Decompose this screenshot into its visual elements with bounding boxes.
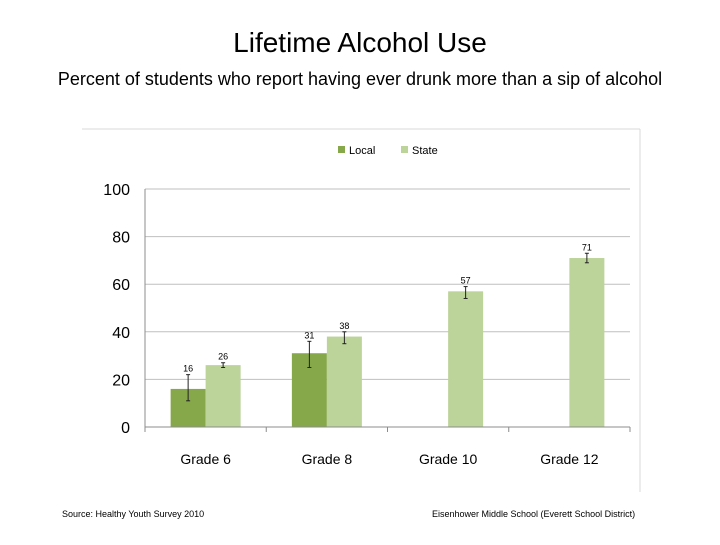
y-tick-label: 0 (121, 420, 130, 437)
x-tick-labels: Grade 6 Grade 8 Grade 10 Grade 12 (180, 451, 598, 467)
chart-title: Lifetime Alcohol Use (233, 27, 487, 58)
bar-state (326, 336, 362, 427)
legend: Local State (338, 145, 438, 157)
legend-label-state: State (412, 145, 438, 157)
x-tick-label: Grade 12 (540, 451, 599, 467)
data-label: 38 (339, 321, 349, 331)
bar-state (448, 291, 484, 427)
x-tick-label: Grade 8 (302, 451, 353, 467)
legend-swatch-state (401, 146, 408, 153)
y-tick-label: 40 (112, 325, 130, 342)
data-label: 31 (304, 330, 314, 340)
data-label: 71 (582, 242, 592, 252)
axes (144, 189, 631, 432)
y-tick-label: 100 (103, 182, 130, 199)
y-tick-label: 80 (112, 230, 130, 247)
data-label: 57 (461, 276, 471, 286)
legend-swatch-local (338, 146, 345, 153)
gridlines (145, 188, 630, 380)
source-note: Source: Healthy Youth Survey 2010 (62, 509, 205, 519)
y-tick-label: 60 (112, 277, 130, 294)
bar-state (569, 258, 605, 427)
school-note: Eisenhower Middle School (Everett School… (432, 509, 636, 519)
x-tick-label: Grade 6 (180, 451, 231, 467)
x-tick-label: Grade 10 (419, 451, 478, 467)
y-tick-labels: 0 20 40 60 80 100 (103, 182, 130, 437)
data-label: 16 (183, 364, 193, 374)
data-label: 26 (218, 352, 228, 362)
bars: 16 26 31 38 57 71 (170, 242, 605, 427)
legend-label-local: Local (349, 145, 375, 157)
bar-state (205, 365, 241, 427)
chart-subtitle: Percent of students who report having ev… (57, 69, 663, 89)
y-tick-label: 20 (112, 372, 130, 389)
